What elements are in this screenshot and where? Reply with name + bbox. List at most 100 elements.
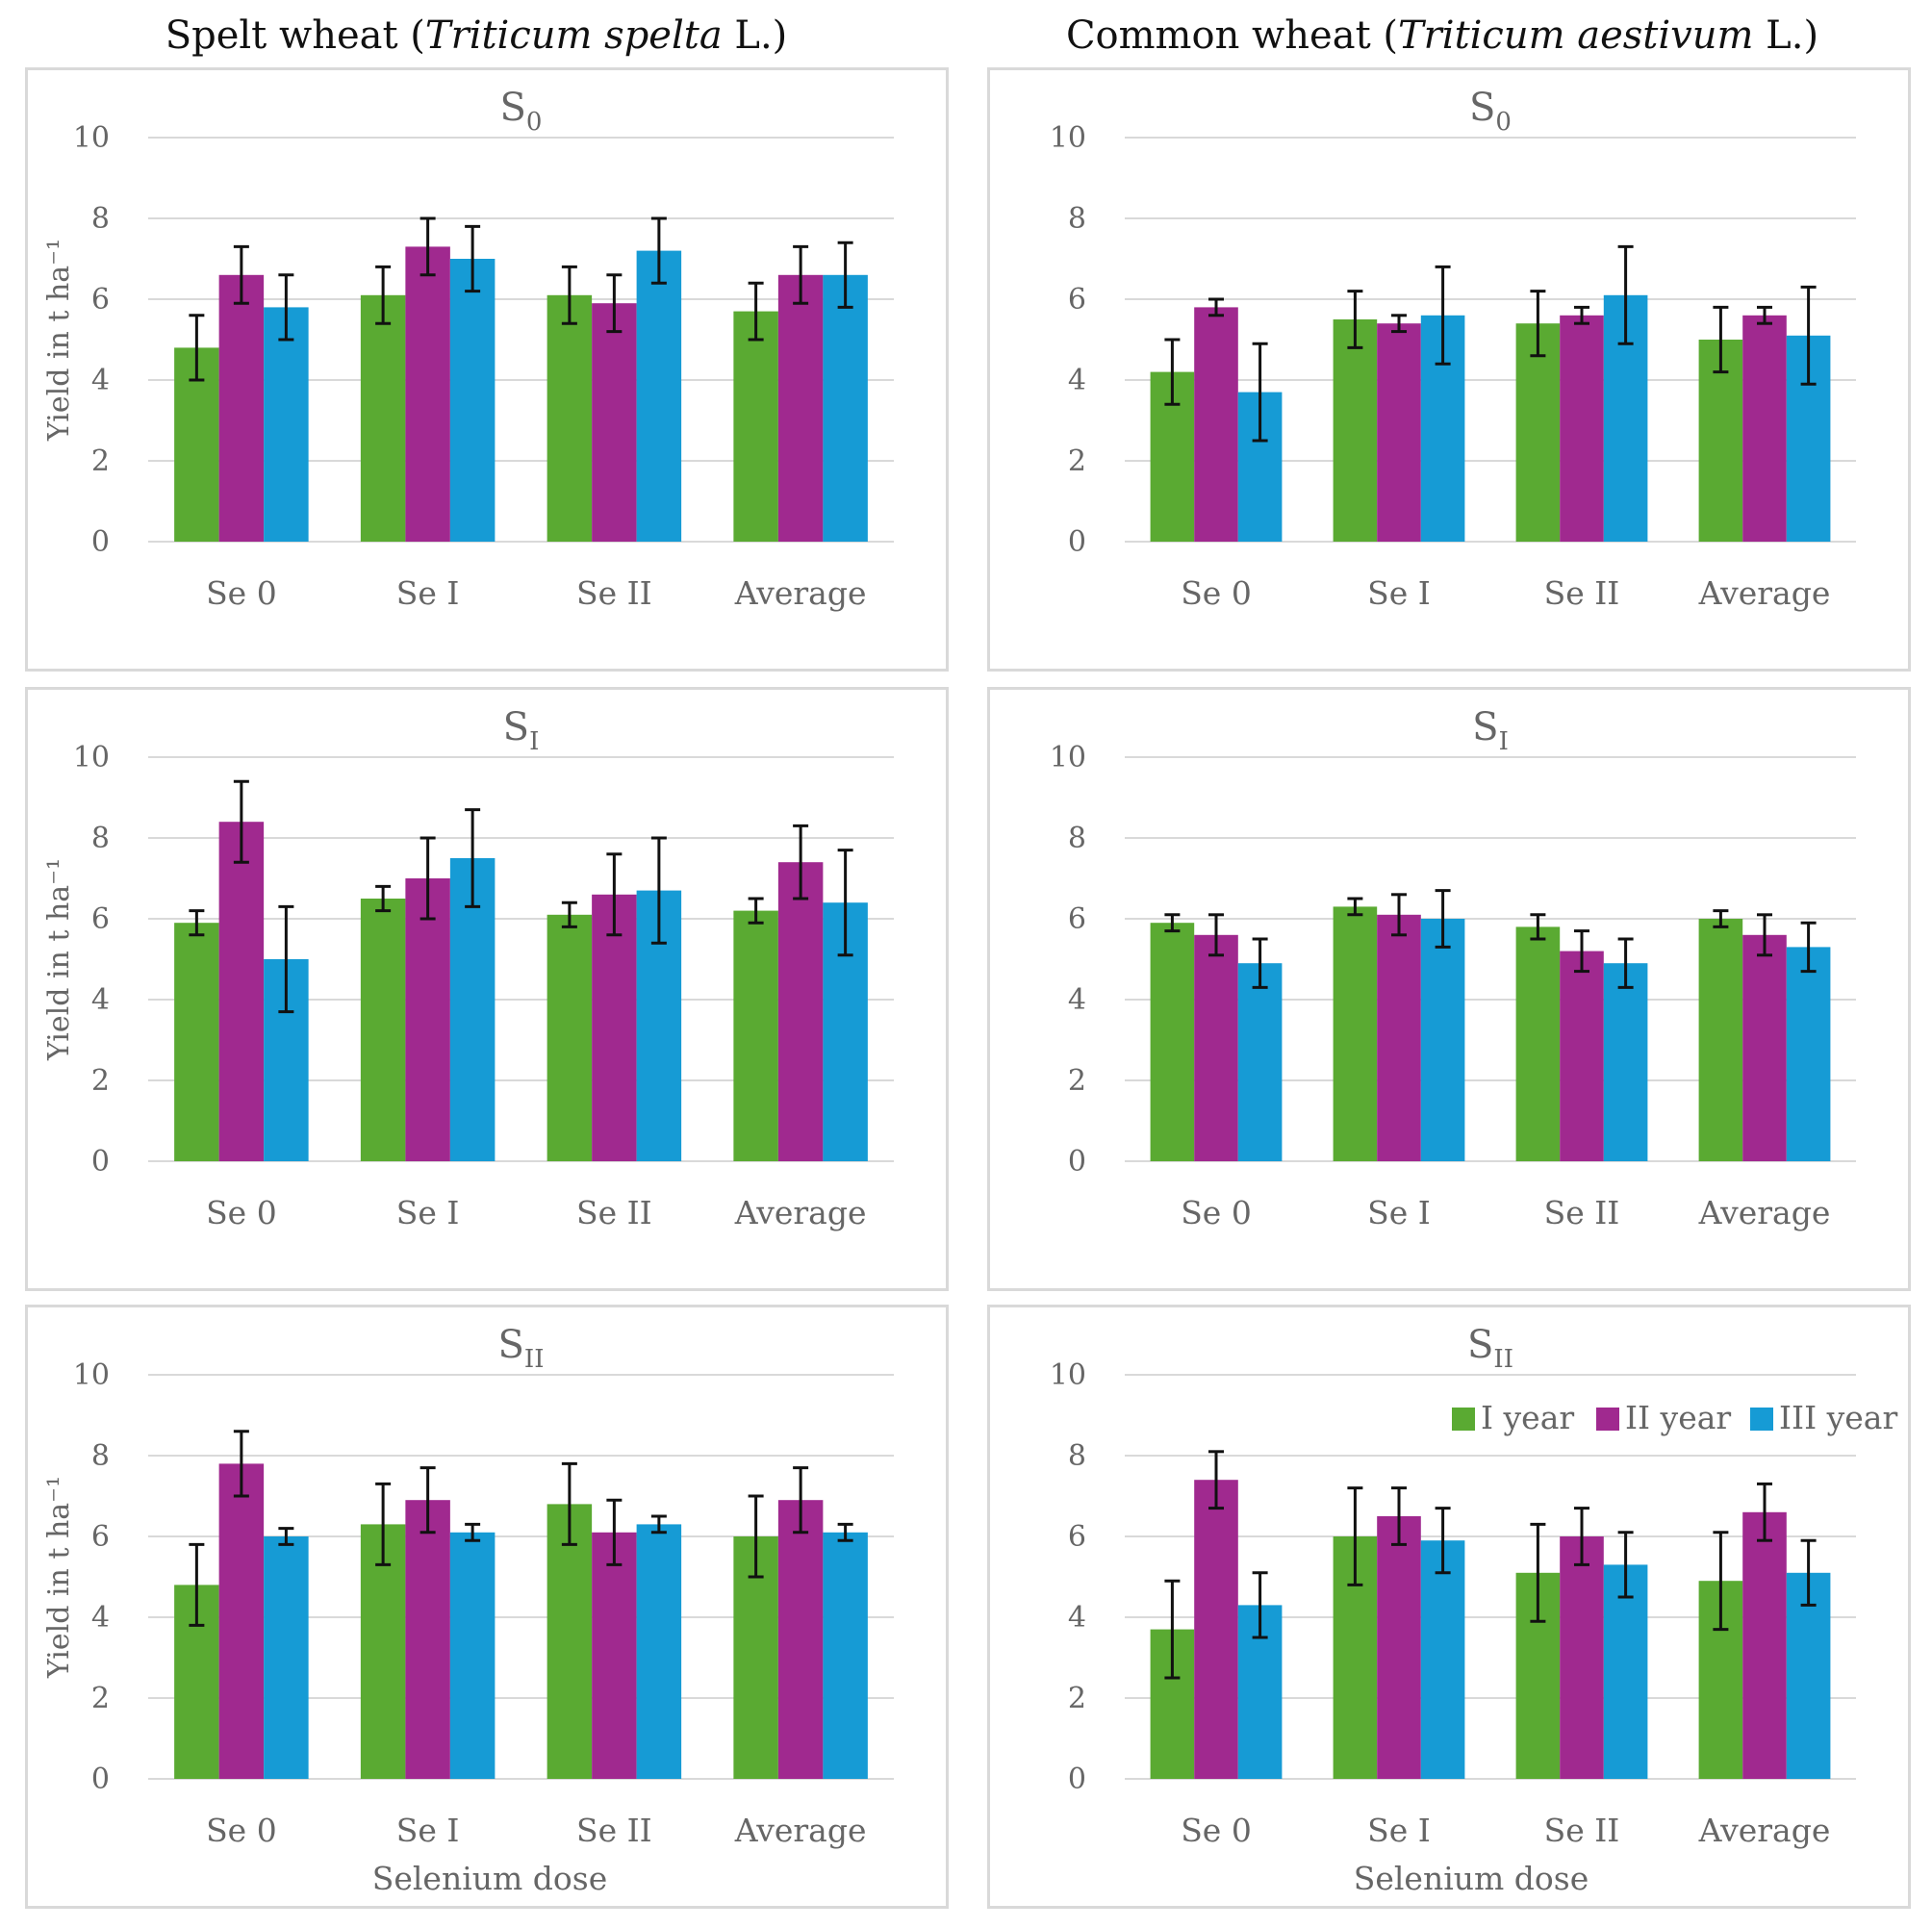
x-category-label: Average bbox=[1698, 1812, 1831, 1849]
chart-panel-common-s1: SI 0 2 4 6 8 10 Se 0 Se I Se II Average bbox=[987, 687, 1911, 1291]
panel-title: SI bbox=[503, 705, 540, 756]
x-category-label: Average bbox=[734, 574, 867, 612]
x-category-label: Average bbox=[1698, 1194, 1831, 1231]
bar bbox=[405, 1500, 450, 1779]
y-tick-label: 6 bbox=[1068, 1520, 1086, 1554]
y-tick-label: 4 bbox=[91, 1601, 110, 1635]
panel-title-letter: S bbox=[500, 86, 526, 130]
y-tick-label: 8 bbox=[1068, 822, 1086, 855]
bar bbox=[1377, 914, 1421, 1161]
panel-title: SII bbox=[1467, 1323, 1513, 1374]
bar bbox=[1420, 1540, 1465, 1779]
bar bbox=[360, 294, 406, 542]
bar bbox=[1742, 934, 1787, 1161]
bar bbox=[1150, 923, 1195, 1161]
x-category-label: Se II bbox=[576, 574, 652, 612]
bar bbox=[1237, 963, 1283, 1161]
y-tick-label: 8 bbox=[1068, 1439, 1086, 1473]
bar bbox=[777, 274, 824, 542]
bar bbox=[823, 1532, 868, 1779]
panel-title-letter: S bbox=[1472, 705, 1498, 749]
bar bbox=[1698, 919, 1743, 1161]
y-tick-label: 2 bbox=[1068, 444, 1086, 478]
bar bbox=[777, 1500, 824, 1779]
bar bbox=[592, 303, 637, 542]
bar bbox=[1377, 323, 1421, 542]
chart-panel-common-s2: SII 0 2 4 6 8 10 Se 0 Se I Se II Average Selenium d… bbox=[987, 1305, 1911, 1909]
chart-panel-spelt-s2: SII 0 2 4 6 8 10 Se 0 Se I Se II Average Yield in t… bbox=[25, 1305, 949, 1909]
chart-panel-spelt-s1: SI 0 2 4 6 8 10 Se 0 Se I Se II Average Yield in t … bbox=[25, 687, 949, 1291]
bar bbox=[547, 914, 593, 1161]
bar bbox=[1194, 934, 1238, 1161]
panel-title-subscript: 0 bbox=[526, 108, 543, 137]
panel-title: S0 bbox=[1469, 86, 1512, 137]
bar bbox=[1560, 951, 1604, 1161]
bar bbox=[405, 246, 450, 542]
bar bbox=[733, 311, 778, 542]
bar bbox=[636, 250, 682, 542]
legend-label: II year bbox=[1625, 1399, 1731, 1436]
bar bbox=[1560, 315, 1604, 542]
y-tick-label: 4 bbox=[1068, 983, 1086, 1017]
y-tick-label: 10 bbox=[1050, 1358, 1086, 1392]
bar bbox=[1742, 315, 1787, 542]
panel-title-subscript: I bbox=[529, 727, 539, 756]
bar bbox=[1515, 926, 1561, 1161]
y-tick-label: 6 bbox=[91, 283, 110, 317]
y-axis-label: Yield in t ha⁻¹ bbox=[42, 239, 76, 442]
panel-title: S0 bbox=[500, 86, 543, 137]
common-title-end: L.) bbox=[1753, 13, 1819, 58]
bar bbox=[218, 822, 265, 1161]
bar bbox=[823, 274, 868, 542]
y-tick-label: 8 bbox=[1068, 202, 1086, 236]
bar bbox=[405, 878, 450, 1161]
x-category-label: Average bbox=[734, 1194, 867, 1231]
bar bbox=[1560, 1536, 1604, 1779]
bar bbox=[449, 1532, 496, 1779]
y-tick-label: 4 bbox=[91, 983, 110, 1017]
x-category-label: Se II bbox=[1544, 1194, 1620, 1231]
bar bbox=[218, 1463, 265, 1779]
y-tick-label: 0 bbox=[1068, 525, 1086, 559]
x-category-label: Se 0 bbox=[206, 1812, 277, 1849]
y-tick-label: 8 bbox=[91, 202, 110, 236]
bar bbox=[636, 1524, 682, 1779]
legend-swatch bbox=[1596, 1408, 1619, 1431]
panel-title-subscript: II bbox=[524, 1345, 545, 1374]
y-tick-label: 6 bbox=[91, 1520, 110, 1554]
y-tick-label: 0 bbox=[1068, 1763, 1086, 1796]
bar bbox=[1377, 1516, 1421, 1779]
bar bbox=[1786, 947, 1831, 1161]
bar bbox=[1333, 906, 1378, 1161]
y-tick-label: 10 bbox=[73, 741, 110, 774]
panel-title-letter: S bbox=[498, 1323, 524, 1367]
bar bbox=[547, 1504, 593, 1779]
legend-label: I year bbox=[1481, 1399, 1574, 1436]
legend-swatch bbox=[1452, 1408, 1475, 1431]
chart-panel-common-s0: S0 0 2 4 6 8 10 Se 0 Se I Se II Average bbox=[987, 67, 1911, 672]
y-tick-label: 2 bbox=[91, 1064, 110, 1098]
y-tick-label: 10 bbox=[73, 121, 110, 155]
spelt-title-main: Spelt wheat ( bbox=[165, 13, 425, 58]
chart-spelt-s1: SI 0 2 4 6 8 10 Se 0 Se I Se II Average Yield in t … bbox=[42, 705, 894, 1231]
x-category-label: Se 0 bbox=[1181, 1194, 1252, 1231]
x-category-label: Se I bbox=[1367, 1194, 1431, 1231]
bar bbox=[1742, 1511, 1787, 1779]
panel-title-letter: S bbox=[1467, 1323, 1493, 1367]
x-category-label: Se II bbox=[1544, 1812, 1620, 1849]
y-tick-label: 6 bbox=[91, 902, 110, 936]
x-category-label: Se I bbox=[1367, 574, 1431, 612]
bar bbox=[264, 307, 309, 542]
x-category-label: Se I bbox=[396, 1194, 460, 1231]
chart-common-s1: SI 0 2 4 6 8 10 Se 0 Se I Se II Average bbox=[1050, 705, 1856, 1231]
y-tick-label: 0 bbox=[91, 1145, 110, 1179]
x-category-label: Se II bbox=[576, 1812, 652, 1849]
bar bbox=[1603, 963, 1648, 1161]
y-tick-label: 2 bbox=[91, 444, 110, 478]
x-axis-label: Selenium dose bbox=[372, 1860, 608, 1897]
panel-title-letter: S bbox=[1469, 86, 1495, 130]
x-category-label: Se I bbox=[1367, 1812, 1431, 1849]
bar bbox=[592, 894, 637, 1161]
x-category-label: Se 0 bbox=[206, 574, 277, 612]
